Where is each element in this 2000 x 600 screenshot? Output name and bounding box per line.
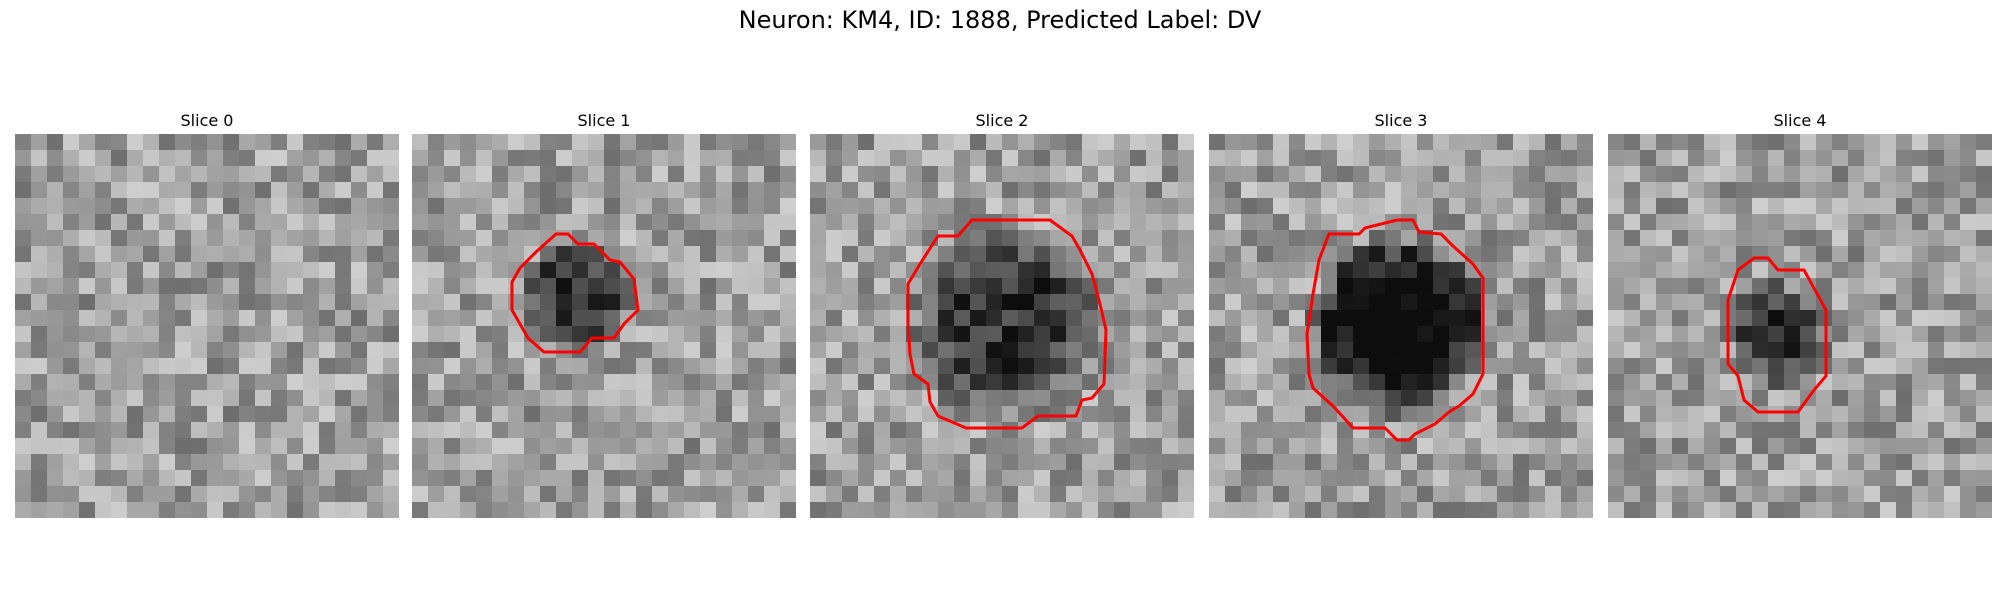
slice-title-2: Slice 2 [975,111,1029,130]
neuron-contour [1726,256,1828,414]
neuron-contour [1305,218,1485,442]
slice-panel-2: Slice 2 [810,108,1194,518]
slice-panel-1: Slice 1 [412,108,796,518]
slice-panel-4: Slice 4 [1608,108,1992,518]
neuron-contour [906,218,1108,430]
slice-panel-3: Slice 3 [1209,108,1593,518]
slice-image-2 [810,134,1194,518]
figure-suptitle: Neuron: KM4, ID: 1888, Predicted Label: … [738,6,1262,34]
slice-panel-0: Slice 0 [15,108,399,518]
slice-image-1 [412,134,796,518]
slice-title-0: Slice 0 [180,111,234,130]
slice-image-3 [1209,134,1593,518]
slice-title-4: Slice 4 [1773,111,1827,130]
slice-image-4 [1608,134,1992,518]
neuron-contour [510,232,640,354]
slice-title-3: Slice 3 [1374,111,1428,130]
slice-title-1: Slice 1 [577,111,631,130]
slice-image-0 [15,134,399,518]
